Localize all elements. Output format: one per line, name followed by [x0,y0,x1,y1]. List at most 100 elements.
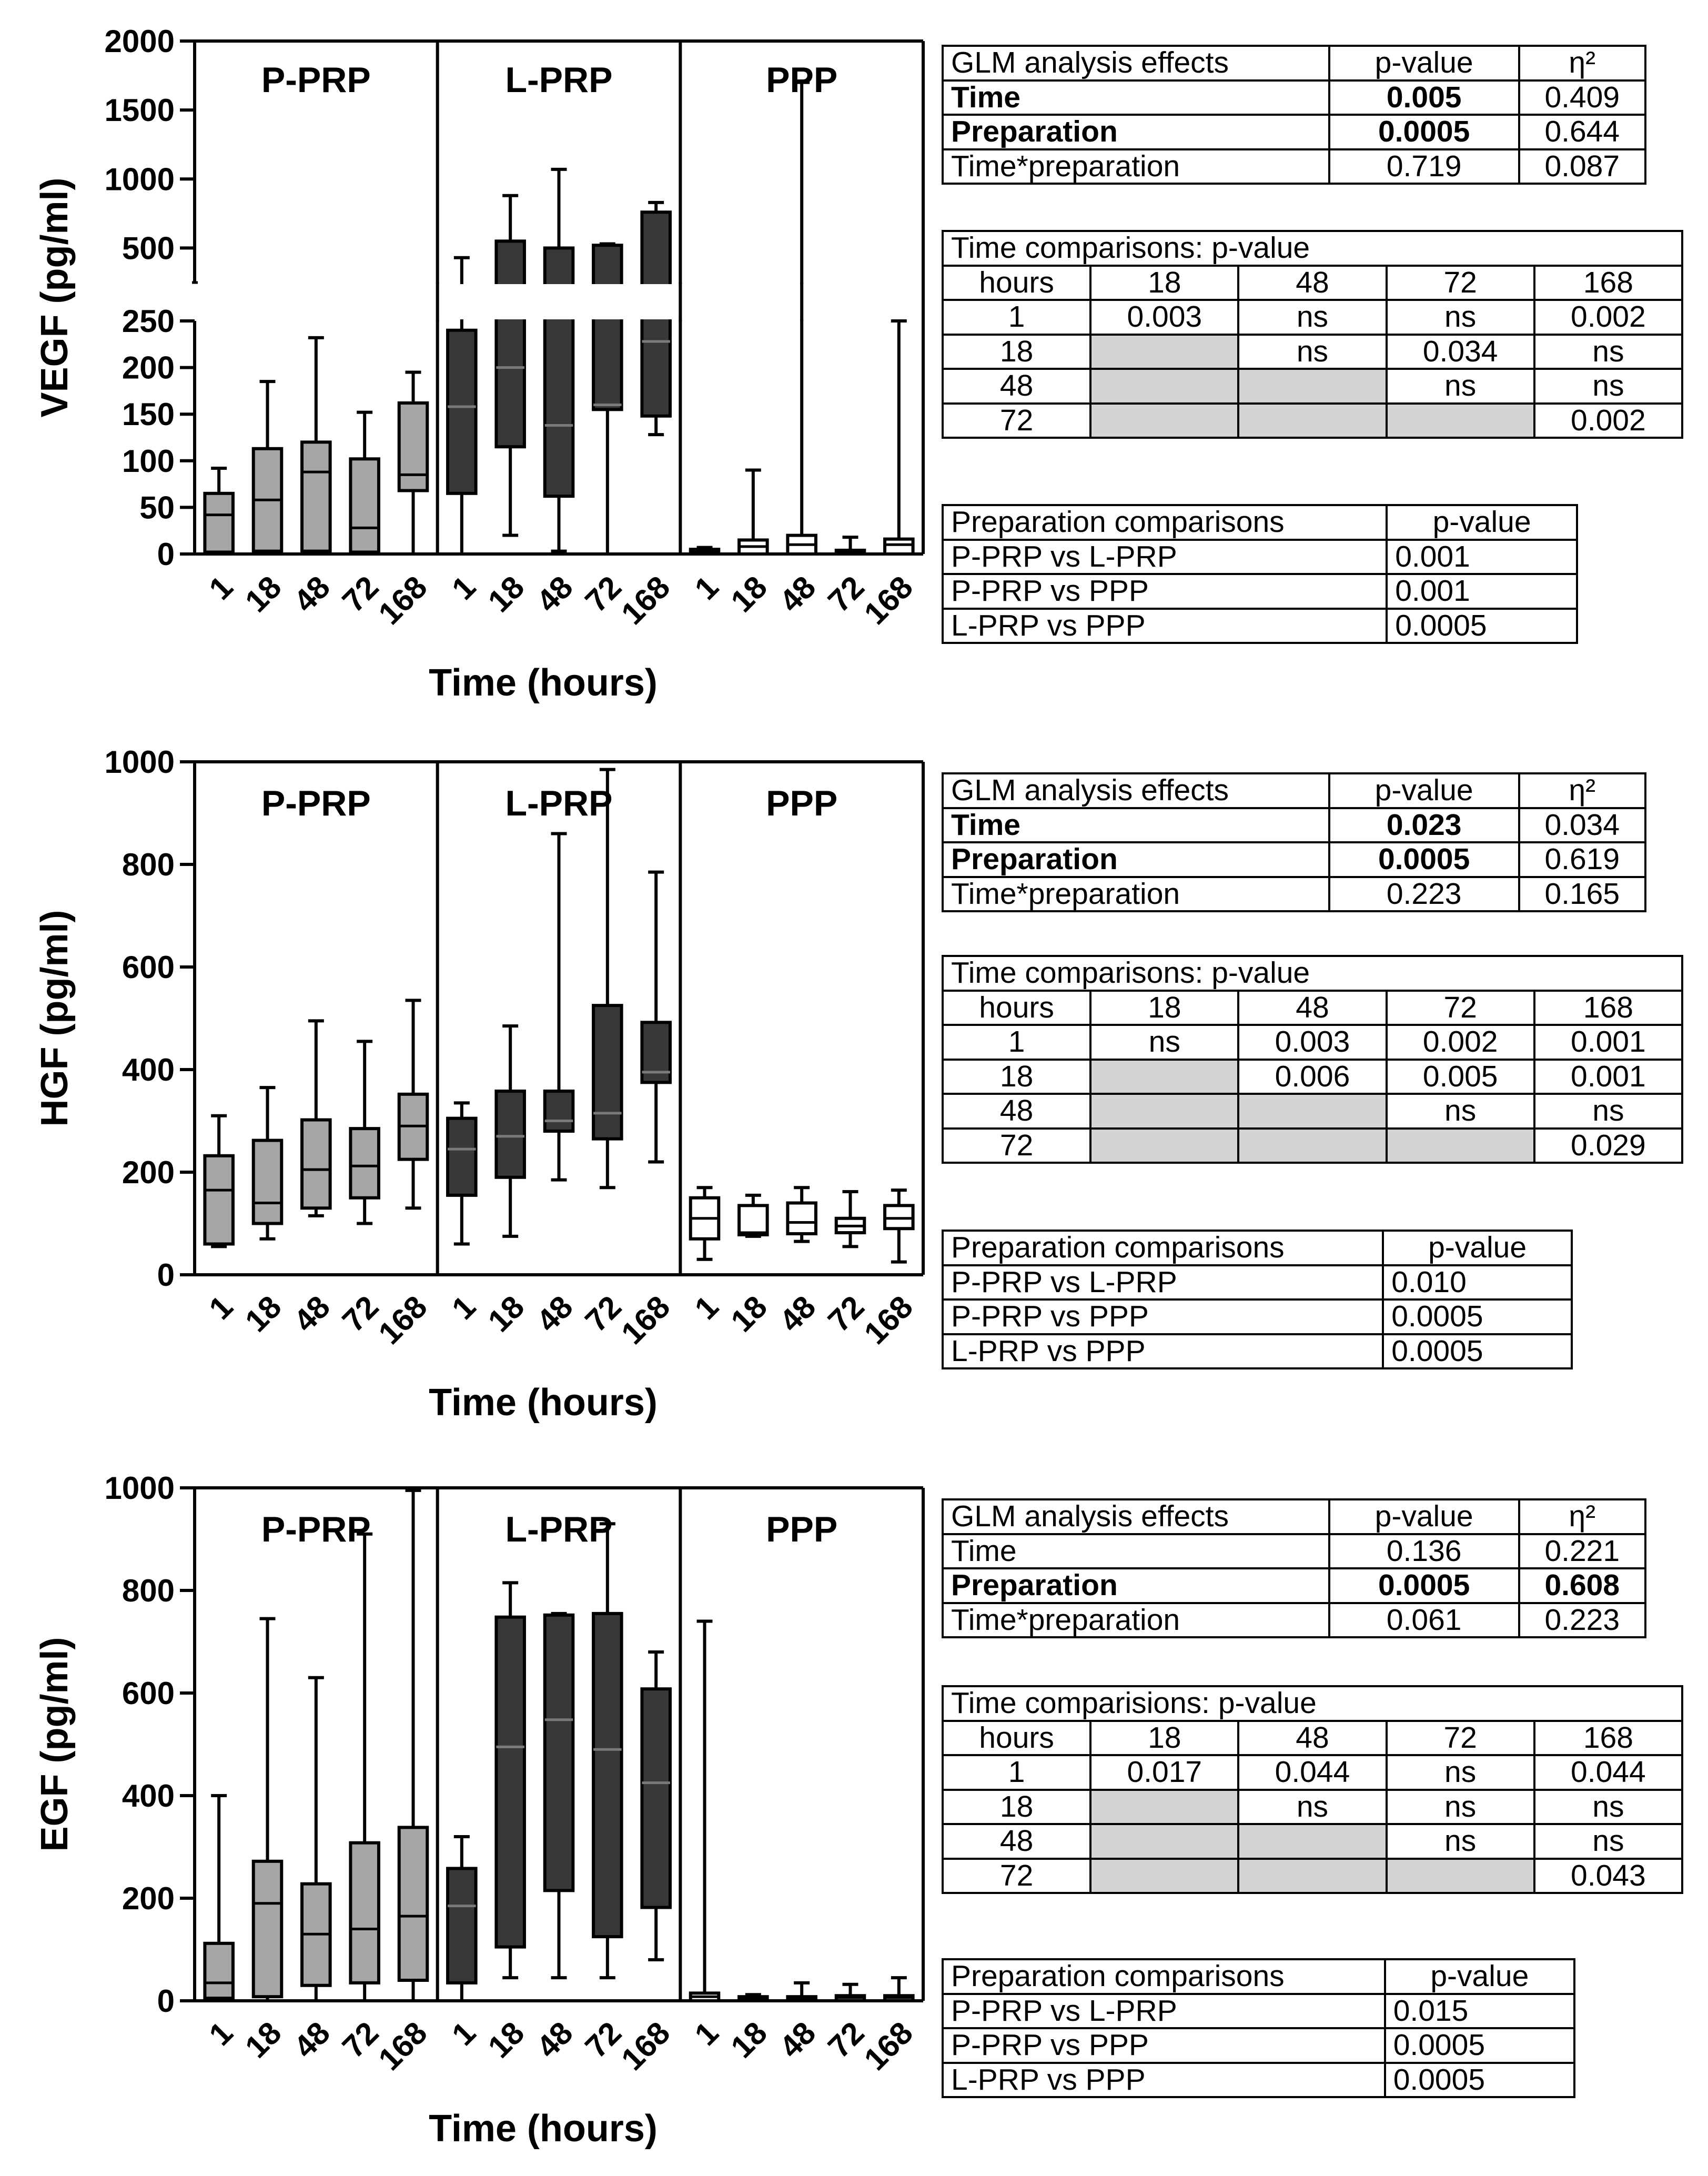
y-tick-label: 500 [122,230,175,266]
time-cell: ns [1533,368,1684,405]
box-plot [543,167,575,553]
prep-header-comparison: Preparation comparisons [941,504,1388,541]
x-axis-title: Time (hours) [429,662,658,704]
time-cell [1237,402,1388,439]
box-iqr [883,537,915,556]
x-tick-label: 18 [481,2015,531,2065]
box-iqr [349,457,380,554]
prep-comparison-cell: L-PRP vs PPP [942,2061,1386,2099]
box-plot [397,999,429,1210]
time-header-hours: hours [941,989,1092,1026]
time-cell [1237,368,1388,405]
glm-header-row: GLM analysis effects p-value η² [942,772,1647,809]
prep-comparison-cell: P-PRP vs L-PRP [941,538,1388,576]
time-row: 18 ns ns ns [941,1788,1684,1826]
x-axis-title: Time (hours) [429,1382,658,1424]
time-cell: ns [1385,1754,1535,1791]
x-tick-label: 168 [614,569,676,631]
box-plot [349,410,380,556]
x-tick-label: 18 [724,2015,774,2065]
y-tick-label: 600 [122,1676,175,1711]
glm-row: Time 0.136 0.221 [942,1533,1647,1570]
box-plot [446,1101,478,1246]
x-tick-label: 1 [688,569,725,607]
time-row: 72 0.029 [941,1127,1684,1164]
box-plot [397,370,429,556]
x-tick-label: 48 [530,1289,580,1339]
time-header-hours: hours [941,1719,1092,1757]
glm-row: Time*preparation 0.719 0.087 [942,148,1647,185]
group-label: P-PRP [261,1509,371,1549]
glm-pvalue-cell: 0.005 [1328,79,1520,116]
glm-eta-cell: 0.087 [1518,148,1647,185]
x-tick-label: 1 [445,2015,482,2052]
group-label: P-PRP [261,60,371,100]
x-tick-label: 48 [773,2015,823,2065]
box-iqr [446,1116,478,1197]
box-iqr [640,1687,672,1909]
y-axis-title: EGF (pg/ml) [34,1637,76,1852]
vegf-preparation-comparisons-table: Preparation comparisons p-value P-PRP vs L… [941,504,1578,644]
time-title-row: Time comparisions: p-value [942,1685,1683,1722]
glm-header-pvalue: p-value [1328,45,1520,82]
time-header-row: hours 18 48 72 168 [941,989,1684,1026]
time-cell: ns [1533,333,1684,370]
time-row-hours: 1 [941,299,1092,336]
prep-pvalue-cell: 0.001 [1386,538,1578,576]
x-tick-label: 1 [445,1289,482,1326]
box-iqr [203,1154,235,1246]
time-header-col: 48 [1237,989,1388,1026]
glm-effect-cell: Preparation [942,841,1330,878]
y-tick-label: 1500 [105,93,175,128]
box-plot [592,242,623,556]
time-cell: 0.002 [1533,402,1684,439]
time-cell: 0.001 [1533,1024,1684,1061]
y-tick-label: 800 [122,847,175,882]
axis-break-gap [197,284,921,319]
time-header-col: 72 [1385,1719,1535,1757]
x-tick-label: 1 [202,569,239,607]
prep-row: P-PRP vs PPP 0.001 [941,573,1578,610]
box-iqr [300,1118,332,1210]
x-tick-label: 48 [530,2015,580,2065]
group-label: PPP [766,783,837,823]
glm-row: Time 0.023 0.034 [942,807,1647,844]
prep-pvalue-cell: 0.0005 [1383,2061,1576,2099]
glm-effect-cell: Time [942,1533,1330,1570]
prep-row: P-PRP vs PPP 0.0005 [941,1298,1573,1335]
box-plot [349,1532,380,2002]
time-row-hours: 48 [941,1823,1092,1860]
box-plot [251,1617,284,2002]
time-cell [1089,1058,1240,1095]
glm-row: Time*preparation 0.223 0.165 [942,875,1647,913]
glm-header-effect: GLM analysis effects [942,772,1330,809]
time-cell: ns [1533,1788,1684,1826]
prep-comparison-cell: L-PRP vs PPP [941,607,1388,644]
prep-row: L-PRP vs PPP 0.0005 [941,1333,1573,1370]
glm-header-row: GLM analysis effects p-value η² [942,1498,1647,1535]
box-iqr [592,1004,623,1141]
y-axis-title: HGF (pg/ml) [34,910,76,1127]
time-cell [1089,402,1240,439]
time-cell [1237,1857,1388,1895]
prep-header-row: Preparation comparisons p-value [941,1230,1573,1266]
prep-header-row: Preparation comparisons p-value [942,1958,1576,1995]
prep-header-pvalue: p-value [1382,1230,1573,1266]
x-tick-label: 18 [724,569,774,619]
box-plot [300,336,332,556]
box-plot [251,380,284,556]
time-cell: 0.006 [1237,1058,1388,1095]
y-tick-label: 800 [122,1573,175,1608]
time-title-row: Time comparisons: p-value [942,955,1683,992]
y-tick-label: 1000 [105,162,175,197]
box-plot [446,1835,478,2002]
box-plot [592,1522,623,1980]
y-tick-label: 0 [157,1983,175,2019]
x-tick-label: 48 [773,569,823,619]
y-tick-label: 1000 [105,1470,175,1506]
x-tick-label: 18 [481,569,531,619]
time-cell: 0.002 [1533,299,1684,336]
prep-header-pvalue: p-value [1383,1958,1576,1995]
glm-pvalue-cell: 0.223 [1328,875,1520,913]
y-tick-label: 200 [122,1881,175,1916]
